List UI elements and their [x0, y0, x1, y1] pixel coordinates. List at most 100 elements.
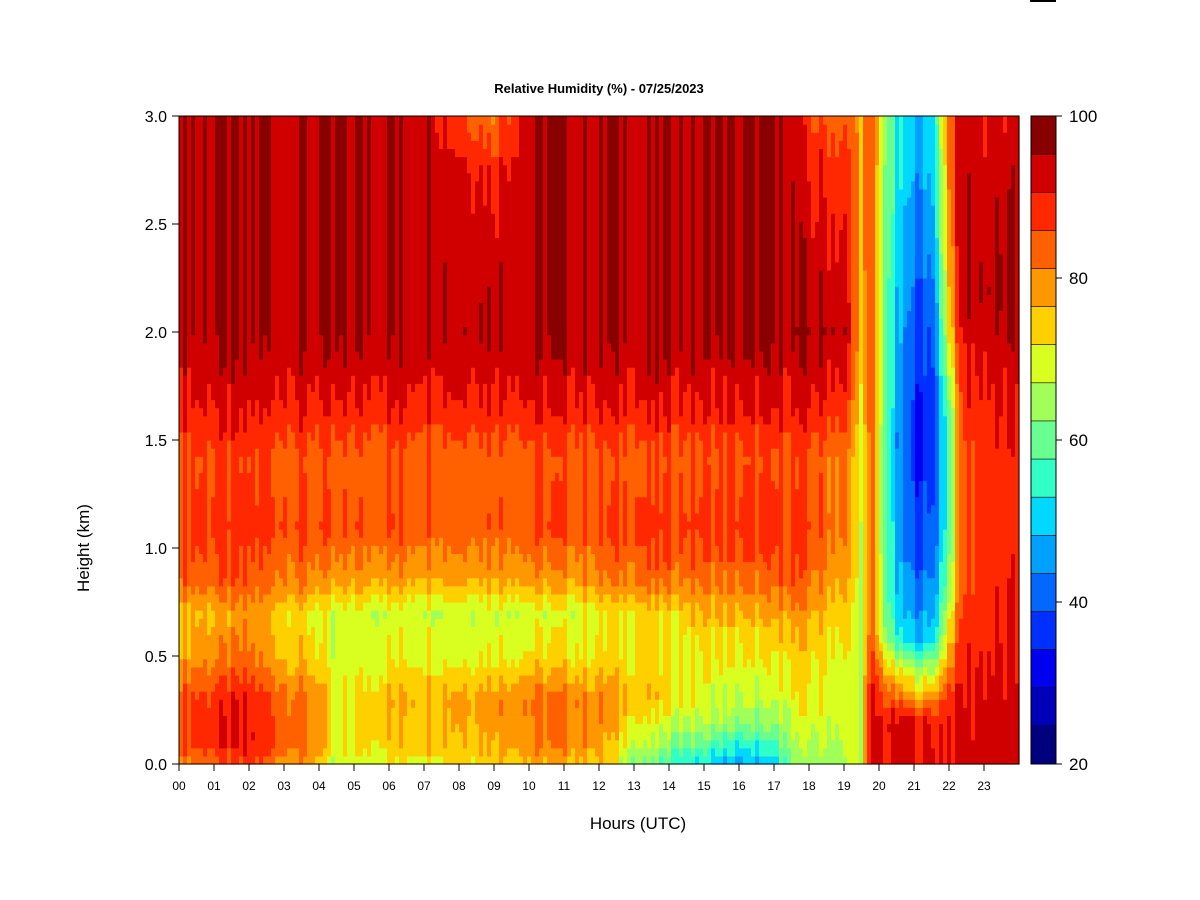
- heatmap-cell: [391, 116, 396, 336]
- heatmap-cell: [747, 359, 752, 417]
- heatmap-cell: [211, 691, 216, 749]
- heatmap-cell: [463, 602, 468, 660]
- heatmap-cell: [779, 585, 784, 611]
- heatmap-cell: [591, 116, 596, 384]
- heatmap-cell: [179, 602, 184, 660]
- heatmap-cell: [955, 245, 960, 344]
- heatmap-cell: [283, 116, 288, 409]
- heatmap-cell: [903, 715, 908, 765]
- heatmap-cell: [491, 116, 496, 125]
- heatmap-cell: [743, 359, 748, 417]
- heatmap-cell: [659, 431, 664, 514]
- heatmap-cell: [355, 350, 360, 409]
- heatmap-cell: [575, 561, 580, 587]
- heatmap-cell: [671, 593, 676, 611]
- heatmap-cell: [487, 593, 492, 611]
- heatmap-cell: [623, 715, 628, 749]
- heatmap-cell: [283, 585, 288, 603]
- heatmap-cell: [243, 610, 248, 619]
- heatmap-cell: [715, 116, 720, 336]
- heatmap-cell: [387, 739, 392, 765]
- heatmap-cell: [755, 569, 760, 603]
- heatmap-cell: [283, 658, 288, 684]
- heatmap-cell: [691, 747, 696, 757]
- heatmap-cell: [203, 116, 208, 344]
- heatmap-cell: [347, 585, 352, 603]
- heatmap-cell: [699, 650, 704, 716]
- heatmap-cell: [927, 707, 932, 725]
- heatmap-cell: [999, 253, 1004, 311]
- heatmap-cell: [483, 205, 488, 384]
- heatmap-cell: [927, 253, 932, 328]
- heatmap-cell: [807, 529, 812, 587]
- heatmap-cell: [715, 618, 720, 660]
- heatmap-cell: [539, 116, 544, 360]
- heatmap-cell: [759, 472, 764, 554]
- heatmap-cell: [503, 658, 508, 684]
- heatmap-cell: [759, 755, 764, 765]
- heatmap-cell: [315, 683, 320, 757]
- heatmap-cell: [739, 642, 744, 692]
- colorbar-swatch: [1031, 344, 1056, 384]
- heatmap-cell: [443, 683, 448, 749]
- heatmap-cell: [583, 375, 588, 425]
- heatmap-cell: [587, 423, 592, 546]
- heatmap-cell: [715, 739, 720, 757]
- heatmap-cell: [591, 383, 596, 433]
- heatmap-cell: [915, 666, 920, 684]
- heatmap-cell: [275, 431, 280, 571]
- heatmap-cell: [871, 650, 876, 684]
- heatmap-cell: [307, 634, 312, 676]
- heatmap-cell: [239, 650, 244, 684]
- heatmap-cell: [907, 642, 912, 652]
- heatmap-cell: [871, 116, 876, 652]
- heatmap-cell: [747, 561, 752, 595]
- heatmap-cell: [323, 367, 328, 417]
- heatmap-cell: [967, 116, 972, 174]
- heatmap-cell: [459, 156, 464, 401]
- heatmap-cell: [407, 755, 412, 765]
- heatmap-cell: [479, 602, 484, 652]
- heatmap-cell: [891, 683, 896, 700]
- heatmap-cell: [675, 116, 680, 368]
- heatmap-cell: [511, 658, 516, 684]
- heatmap-cell: [343, 569, 348, 595]
- heatmap-cell: [899, 342, 904, 563]
- heatmap-cell: [535, 577, 540, 595]
- heatmap-cell: [911, 399, 916, 482]
- heatmap-cell: [607, 407, 612, 449]
- heatmap-cell: [519, 602, 524, 660]
- heatmap-cell: [527, 116, 532, 401]
- heatmap-cell: [659, 391, 664, 433]
- heatmap-cell: [311, 116, 316, 392]
- heatmap-cell: [803, 650, 808, 716]
- heatmap-cell: [471, 593, 476, 611]
- heatmap-cell: [359, 496, 364, 538]
- heatmap-cell: [343, 593, 348, 611]
- heatmap-cell: [719, 561, 724, 595]
- heatmap-cell: [295, 399, 300, 449]
- heatmap-cell: [567, 116, 572, 376]
- heatmap-cell: [515, 577, 520, 595]
- heatmap-cell: [711, 116, 716, 368]
- heatmap-cell: [975, 666, 980, 765]
- heatmap-cell: [535, 593, 540, 611]
- heatmap-cell: [535, 545, 540, 579]
- y-tick-label: 2.5: [145, 217, 167, 234]
- heatmap-cell: [251, 561, 256, 603]
- heatmap-cell: [195, 699, 200, 749]
- heatmap-cell: [943, 634, 948, 660]
- heatmap-cell: [915, 650, 920, 660]
- heatmap-cell: [955, 683, 960, 765]
- heatmap-cell: [323, 545, 328, 579]
- heatmap-cell: [963, 593, 968, 708]
- heatmap-cell: [207, 585, 212, 603]
- heatmap-cell: [223, 747, 228, 765]
- heatmap-cell: [623, 456, 628, 482]
- heatmap-cell: [623, 480, 628, 546]
- heatmap-cell: [523, 561, 528, 587]
- heatmap-cell: [539, 359, 544, 425]
- heatmap-cell: [531, 699, 536, 716]
- heatmap-cell: [623, 415, 628, 457]
- heatmap-cell: [655, 116, 660, 384]
